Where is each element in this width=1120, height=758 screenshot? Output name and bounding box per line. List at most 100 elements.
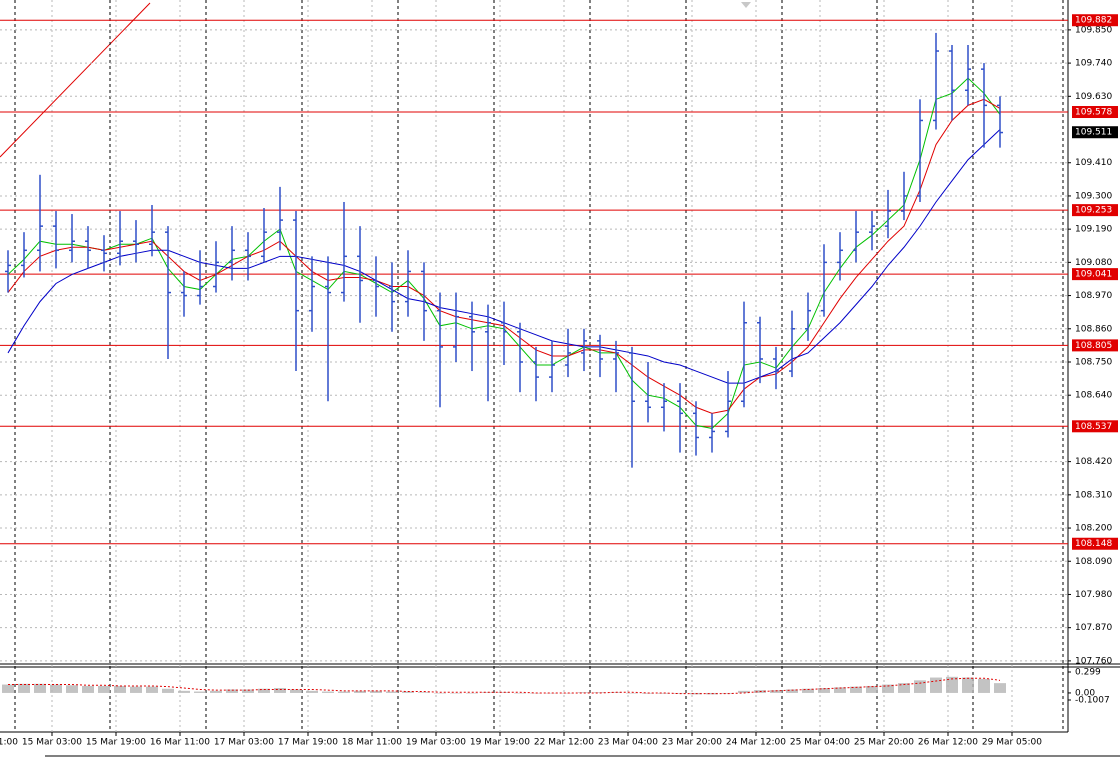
- price-bar: [789, 310, 795, 378]
- histogram-bar: [450, 692, 462, 694]
- x-tick-label: 16 Mar 11:00: [150, 738, 210, 748]
- price-bar: [389, 262, 395, 332]
- histogram-bar: [242, 689, 254, 693]
- indicator-tick-label: 0.299: [1075, 668, 1101, 678]
- price-bar: [517, 322, 523, 393]
- histogram-bar: [322, 691, 334, 693]
- histogram-bar: [66, 685, 78, 693]
- histogram-bar: [882, 684, 894, 693]
- x-tick-label: 1:00: [0, 738, 18, 748]
- y-tick-label: 109.190: [1075, 225, 1112, 235]
- x-tick-label: 25 Mar 20:00: [854, 738, 914, 748]
- y-tick-label: 108.090: [1075, 557, 1112, 567]
- price-bar: [725, 371, 731, 438]
- histogram-bar: [434, 692, 446, 694]
- y-tick-label: 109.630: [1075, 92, 1112, 102]
- level-label-box: [1072, 106, 1118, 119]
- histogram-bar: [978, 678, 990, 693]
- histogram-bar: [626, 692, 638, 694]
- histogram-bar: [338, 691, 350, 693]
- indicator-tick-label: 0.00: [1075, 688, 1095, 698]
- level-label-box: [1072, 420, 1118, 433]
- level-label-box: [1072, 204, 1118, 217]
- price-bar: [565, 328, 571, 378]
- y-tick-label: 108.860: [1075, 324, 1112, 334]
- price-bar: [885, 189, 891, 239]
- price-bar: [229, 226, 235, 281]
- price-bar: [405, 250, 411, 317]
- x-tick-label: 19 Mar 03:00: [406, 738, 466, 748]
- level-label-box: [1072, 268, 1118, 281]
- histogram-bar: [2, 684, 14, 693]
- histogram-bar: [866, 685, 878, 693]
- price-bar: [693, 401, 699, 456]
- histogram-bar: [386, 691, 398, 693]
- y-tick-label: 107.760: [1075, 656, 1112, 666]
- histogram-bar: [834, 687, 846, 693]
- price-bar: [373, 256, 379, 317]
- price-bar: [869, 211, 875, 251]
- y-tick-label: 109.740: [1075, 59, 1112, 69]
- price-bar: [597, 334, 603, 378]
- level-label: 108.805: [1075, 341, 1112, 351]
- level-label-box: [1072, 537, 1118, 550]
- price-bar: [37, 174, 43, 272]
- x-tick-label: 23 Mar 20:00: [662, 738, 722, 748]
- x-tick-label: 23 Mar 04:00: [598, 738, 658, 748]
- price-bar: [69, 214, 75, 263]
- price-bar: [21, 232, 27, 278]
- price-bar: [5, 250, 11, 293]
- histogram-bar: [194, 691, 206, 693]
- level-label-box: [1072, 14, 1118, 27]
- price-bar: [85, 226, 91, 269]
- price-bar: [533, 346, 539, 402]
- level-label: 109.253: [1075, 206, 1112, 216]
- x-tick-label: 17 Mar 03:00: [214, 738, 274, 748]
- price-bar: [821, 244, 827, 317]
- y-tick-label: 108.640: [1075, 391, 1112, 401]
- price-bar: [53, 211, 59, 269]
- histogram-bar: [930, 677, 942, 693]
- histogram-bar: [946, 676, 958, 693]
- y-tick-label: 109.410: [1075, 158, 1112, 168]
- histogram-bar: [114, 685, 126, 693]
- price-bar: [853, 211, 859, 263]
- x-tick-label: 22 Mar 12:00: [534, 738, 594, 748]
- level-label: 108.537: [1075, 422, 1112, 432]
- price-bar: [917, 99, 923, 202]
- price-bar: [485, 304, 491, 402]
- price-bar: [965, 44, 971, 106]
- price-bar: [709, 413, 715, 453]
- price-bar: [629, 346, 635, 468]
- y-tick-label: 108.310: [1075, 490, 1112, 500]
- histogram-bar: [162, 688, 174, 693]
- signal-line: [8, 677, 1001, 695]
- price-bar: [245, 232, 251, 281]
- price-bar: [661, 383, 667, 432]
- histogram-bar: [178, 690, 190, 693]
- price-bar: [357, 226, 363, 323]
- histogram-bar: [418, 692, 430, 693]
- price-bar: [805, 292, 811, 341]
- histogram-bar: [98, 685, 110, 693]
- price-bar: [757, 316, 763, 384]
- price-bar: [293, 211, 299, 372]
- histogram-bar: [514, 692, 526, 694]
- histogram-bar: [370, 690, 382, 693]
- price-bar: [677, 383, 683, 453]
- x-tick-label: 24 Mar 12:00: [726, 738, 786, 748]
- histogram-bar: [770, 690, 782, 693]
- price-bar: [341, 201, 347, 302]
- price-bar: [741, 301, 747, 408]
- x-tick-label: 26 Mar 12:00: [918, 738, 978, 748]
- price-bar: [501, 301, 507, 366]
- histogram-bar: [258, 688, 270, 693]
- price-bar: [261, 208, 267, 263]
- price-bar: [837, 232, 843, 281]
- y-tick-label: 109.080: [1075, 258, 1112, 268]
- price-bar: [581, 328, 587, 372]
- histogram-bar: [466, 692, 478, 694]
- y-tick-label: 108.420: [1075, 457, 1112, 467]
- histogram-bar: [290, 689, 302, 693]
